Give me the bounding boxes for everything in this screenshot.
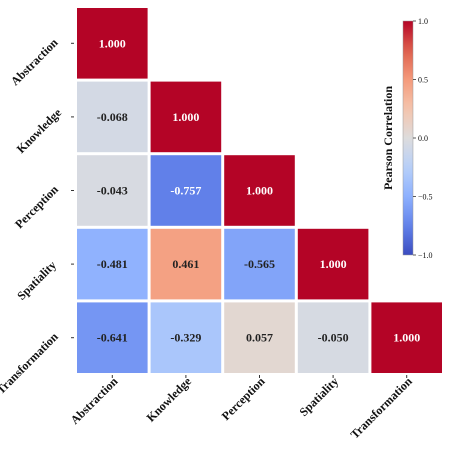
x-tick-label: Perception xyxy=(219,374,268,423)
heatmap-cell xyxy=(371,302,442,373)
heatmap-cell xyxy=(297,228,369,300)
cell-value-label: -0.481 xyxy=(97,257,128,271)
y-tick-label: Transformation xyxy=(0,329,61,396)
y-tick-label: Perception xyxy=(12,182,61,231)
cell-value-label: 0.461 xyxy=(172,257,199,271)
heatmap-cell xyxy=(150,228,222,300)
cell-value-label: -0.565 xyxy=(244,257,275,271)
heatmap-cell xyxy=(77,302,148,373)
x-tick-label: Knowledge xyxy=(144,374,195,425)
colorbar-tick-label: −0.5 xyxy=(418,193,433,202)
cell-value-label: 1.000 xyxy=(99,36,126,50)
x-tick-label: Spatiality xyxy=(296,374,341,419)
colorbar-ticks: 1.0 0.5 0.0 −0.5 −1.0 xyxy=(413,17,433,260)
colorbar-tick-label: 1.0 xyxy=(418,17,428,26)
cell-value-label: 1.000 xyxy=(246,184,273,198)
y-tick-label: Abstraction xyxy=(8,35,61,88)
heatmap-cell xyxy=(150,155,222,226)
colorbar-gradient xyxy=(402,20,414,256)
cell-value-label: 0.057 xyxy=(246,331,273,345)
colorbar-label: Pearson Correlation xyxy=(381,86,395,190)
colorbar-tick-label: −1.0 xyxy=(418,251,433,260)
cell-value-label: -0.068 xyxy=(97,110,128,124)
heatmap-cell xyxy=(77,8,148,79)
heatmap-cell xyxy=(77,228,148,300)
y-tick-label: Spatiality xyxy=(14,258,59,303)
cells-layer: 1.000 -0.068 1.000 -0.043 -0.757 1.000 -0.481 0… xyxy=(77,8,442,373)
cell-value-label: 1.000 xyxy=(393,331,420,345)
heatmap-cell xyxy=(150,81,222,153)
cell-value-label: -0.329 xyxy=(170,331,201,345)
heatmap-cell xyxy=(224,302,295,373)
cell-value-label: 1.000 xyxy=(172,110,199,124)
colorbar: 1.0 0.5 0.0 −0.5 −1.0 Pearson Correlation xyxy=(381,17,433,260)
colorbar-tick-label: 0.0 xyxy=(418,134,428,143)
heatmap-cell xyxy=(224,228,295,300)
heatmap-cell xyxy=(150,302,222,373)
y-tick-label: Knowledge xyxy=(14,105,65,156)
x-tick-label: Transformation xyxy=(348,374,415,441)
heatmap-cell xyxy=(224,155,295,226)
colorbar-tick-label: 0.5 xyxy=(418,76,428,85)
cell-value-label: -0.757 xyxy=(170,184,201,198)
heatmap-cell xyxy=(77,81,148,153)
x-tick-label: Abstraction xyxy=(68,374,121,427)
x-tick-labels: Abstraction Knowledge Perception Spatiality… xyxy=(68,374,415,442)
heatmap-cell xyxy=(77,155,148,226)
heatmap-cell xyxy=(297,302,369,373)
cell-value-label: 1.000 xyxy=(320,257,347,271)
cell-value-label: -0.043 xyxy=(97,184,128,198)
cell-value-label: -0.641 xyxy=(97,331,128,345)
cell-value-label: -0.050 xyxy=(318,331,349,345)
y-tick-labels: Abstraction Knowledge Perception Spatiality… xyxy=(0,35,74,397)
